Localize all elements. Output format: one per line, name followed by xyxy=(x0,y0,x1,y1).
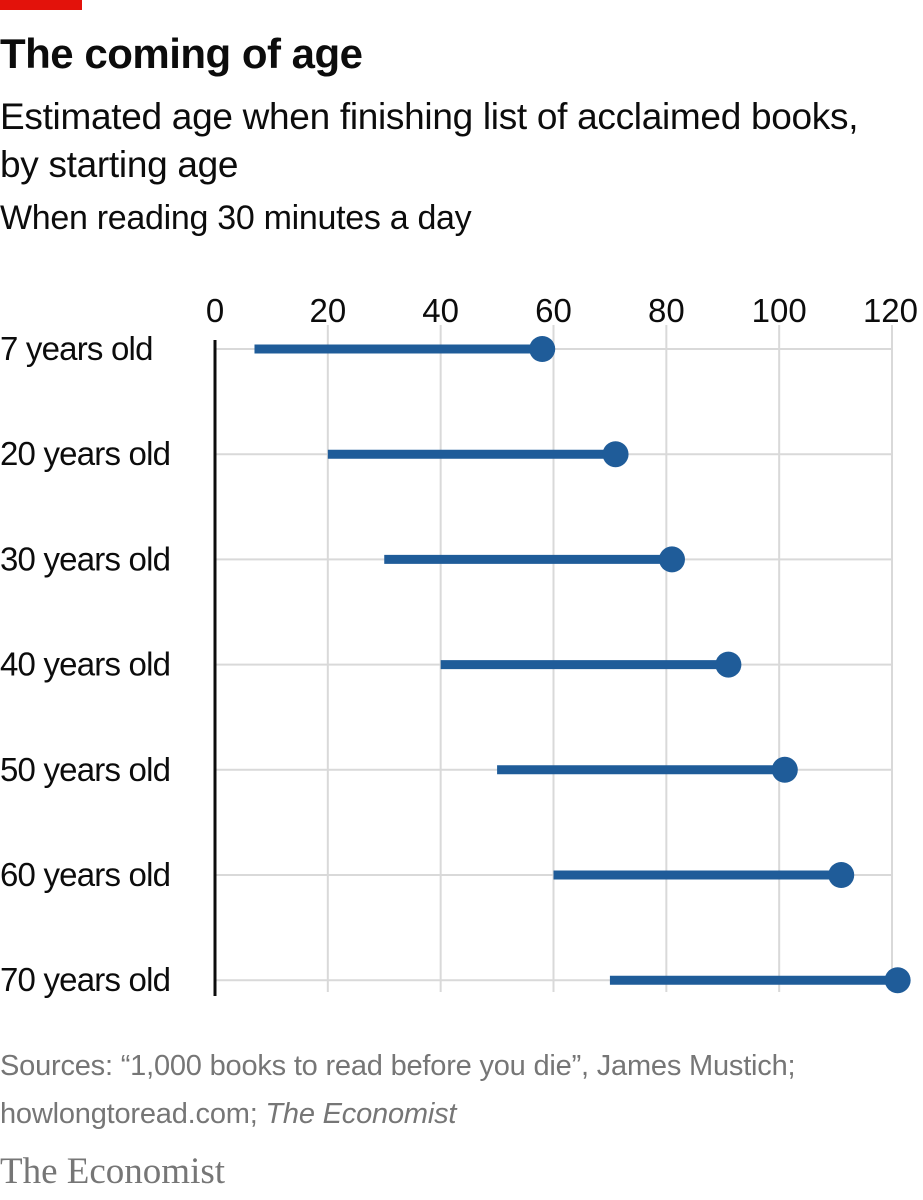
category-label: 40 years old xyxy=(0,646,170,683)
x-tick-label: 60 xyxy=(535,292,572,329)
brand-red-tag xyxy=(0,0,82,10)
end-dot xyxy=(884,967,911,994)
source-italic: The Economist xyxy=(265,1098,457,1130)
end-dot xyxy=(828,862,855,888)
x-tick-label: 40 xyxy=(422,292,459,329)
labels-layer: 0 20 40 60 80 100 120 7 years old 20 years old 30… xyxy=(0,292,918,998)
category-label: 7 years old xyxy=(0,330,153,367)
category-label: 70 years old xyxy=(0,961,170,998)
end-dot xyxy=(658,546,685,573)
category-label: 20 years old xyxy=(0,435,170,472)
end-dot xyxy=(602,441,629,468)
source-note: Sources: “1,000 books to read before you… xyxy=(0,1042,900,1138)
x-tick-label: 120 xyxy=(863,292,918,329)
chart-subtitle: Estimated age when finishing list of acc… xyxy=(0,96,859,185)
end-dot xyxy=(771,756,798,783)
chart-note: When reading 30 minutes a day xyxy=(0,199,472,237)
economist-logo: The Economist xyxy=(0,1151,226,1192)
x-tick-label: 0 xyxy=(206,292,224,329)
marks-layer xyxy=(254,336,911,994)
source-text: Sources: “1,000 books to read before you… xyxy=(0,1050,796,1130)
chart-title: The coming of age xyxy=(0,30,363,77)
x-tick-label: 20 xyxy=(309,292,346,329)
x-tick-label: 100 xyxy=(752,292,807,329)
end-dot xyxy=(715,651,742,678)
category-label: 60 years old xyxy=(0,856,170,893)
dumbbell-chart: 0 20 40 60 80 100 120 7 years old 20 years old 30… xyxy=(0,292,918,998)
end-dot xyxy=(529,336,556,362)
category-label: 30 years old xyxy=(0,540,170,577)
category-label: 50 years old xyxy=(0,751,170,788)
x-tick-label: 80 xyxy=(648,292,685,329)
